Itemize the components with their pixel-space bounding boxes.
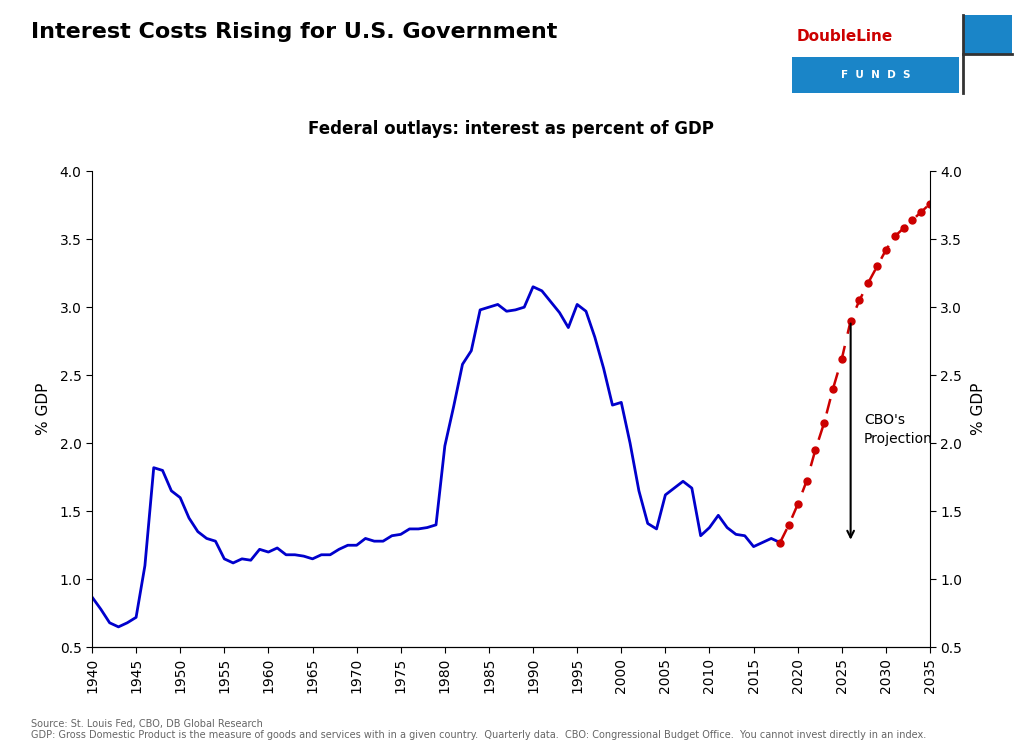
Y-axis label: % GDP: % GDP	[36, 383, 51, 435]
Bar	[792, 57, 959, 93]
Bar	[964, 54, 1012, 93]
Text: DoubleLine: DoubleLine	[796, 29, 892, 44]
Text: F  U  N  D  S: F U N D S	[841, 70, 911, 80]
Y-axis label: % GDP: % GDP	[971, 383, 986, 435]
Bar	[964, 15, 1012, 54]
Text: Interest Costs Rising for U.S. Government: Interest Costs Rising for U.S. Governmen…	[31, 22, 557, 42]
Text: CBO's
Projection: CBO's Projection	[864, 413, 933, 446]
Text: Source: St. Louis Fed, CBO, DB Global Research
GDP: Gross Domestic Product is th: Source: St. Louis Fed, CBO, DB Global Re…	[31, 719, 926, 740]
Text: Federal outlays: interest as percent of GDP: Federal outlays: interest as percent of …	[308, 120, 714, 138]
